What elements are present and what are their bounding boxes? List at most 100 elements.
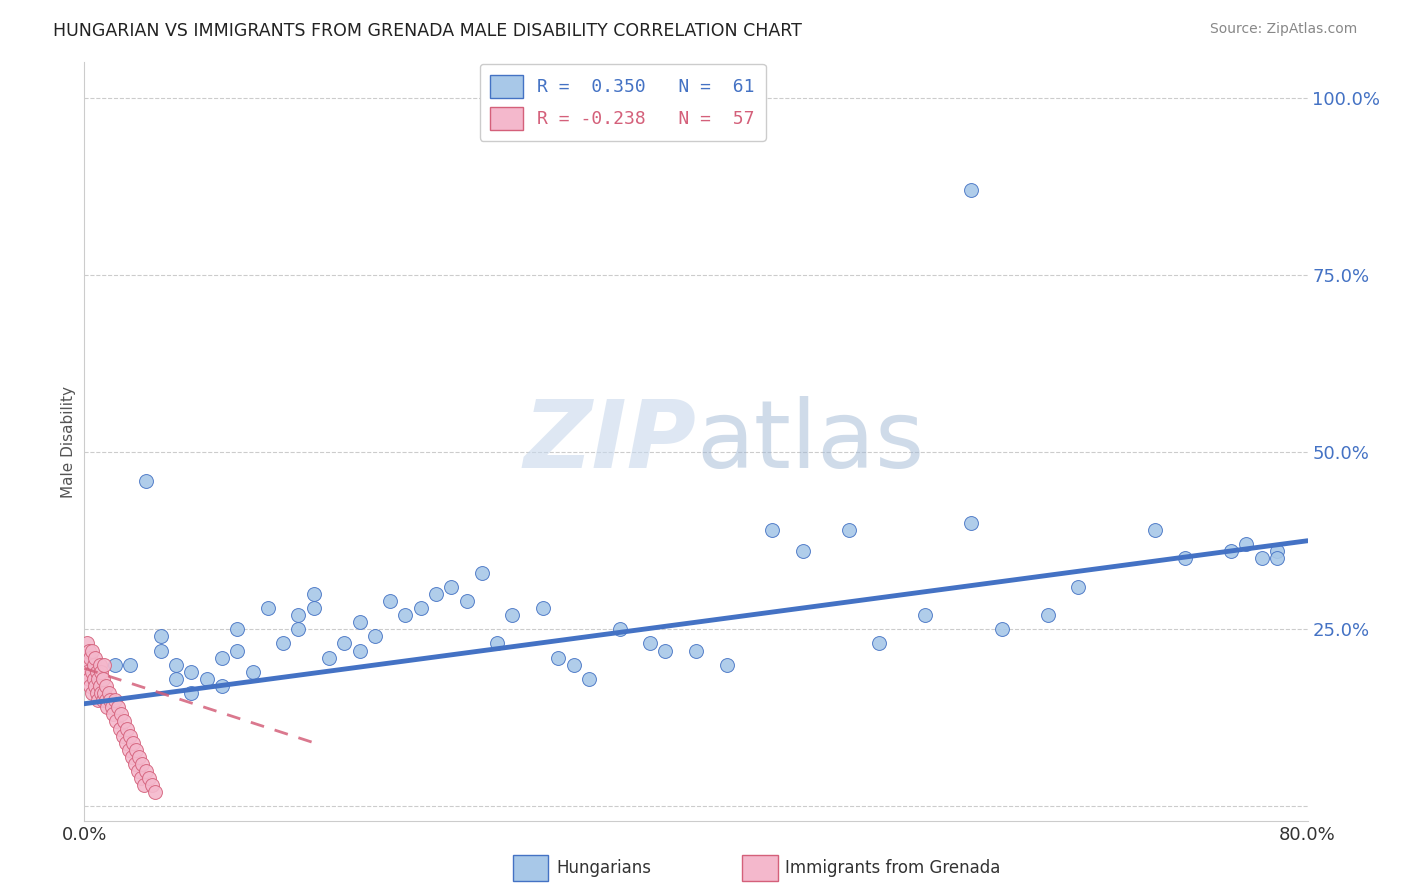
Point xyxy=(271,636,294,650)
Text: HUNGARIAN VS IMMIGRANTS FROM GRENADA MALE DISABILITY CORRELATION CHART: HUNGARIAN VS IMMIGRANTS FROM GRENADA MAL… xyxy=(53,22,803,40)
Point xyxy=(112,714,135,729)
Point xyxy=(80,686,103,700)
Point xyxy=(104,657,127,672)
Point xyxy=(135,474,157,488)
Point xyxy=(287,623,309,637)
Point xyxy=(120,657,142,672)
Point xyxy=(128,750,150,764)
Point xyxy=(107,700,129,714)
Point xyxy=(87,693,110,707)
Point xyxy=(127,764,149,778)
Point xyxy=(165,657,187,672)
Point xyxy=(118,743,141,757)
Point xyxy=(409,601,432,615)
Point xyxy=(77,672,100,686)
Point xyxy=(257,601,280,615)
Point xyxy=(425,587,447,601)
Point xyxy=(79,679,101,693)
Point xyxy=(195,672,218,686)
Point xyxy=(86,686,108,700)
Point xyxy=(211,679,233,693)
Point xyxy=(1265,544,1288,558)
Text: Source: ZipAtlas.com: Source: ZipAtlas.com xyxy=(1209,22,1357,37)
Text: atlas: atlas xyxy=(696,395,924,488)
Point xyxy=(364,629,387,643)
Point xyxy=(914,608,936,623)
Point xyxy=(638,636,661,650)
Point xyxy=(89,657,111,672)
Point xyxy=(716,657,738,672)
Text: ZIP: ZIP xyxy=(523,395,696,488)
Point xyxy=(115,722,138,736)
Point xyxy=(302,601,325,615)
Point xyxy=(761,523,783,537)
Point xyxy=(122,736,145,750)
Point xyxy=(578,672,600,686)
Point xyxy=(531,601,554,615)
Point xyxy=(471,566,494,580)
Point xyxy=(111,729,134,743)
Point xyxy=(486,636,509,650)
Point xyxy=(76,665,98,679)
Point xyxy=(75,657,97,672)
Point xyxy=(84,650,107,665)
Point xyxy=(129,771,152,785)
Point xyxy=(90,686,112,700)
Point xyxy=(124,756,146,771)
Point xyxy=(960,183,983,197)
Y-axis label: Male Disability: Male Disability xyxy=(60,385,76,498)
Point xyxy=(83,657,105,672)
Text: Immigrants from Grenada: Immigrants from Grenada xyxy=(785,859,1000,877)
Point xyxy=(80,665,103,679)
Point xyxy=(226,623,249,637)
Point xyxy=(287,608,309,623)
Point xyxy=(1236,537,1258,551)
Point xyxy=(125,743,148,757)
Point xyxy=(547,650,569,665)
Point xyxy=(242,665,264,679)
Point xyxy=(180,665,202,679)
Point xyxy=(94,693,117,707)
Point xyxy=(101,700,124,714)
Point xyxy=(991,623,1014,637)
Point xyxy=(79,650,101,665)
Point xyxy=(685,643,707,657)
Point xyxy=(149,643,172,657)
Point xyxy=(89,679,111,693)
Point xyxy=(84,679,107,693)
Point xyxy=(349,615,371,630)
Point xyxy=(333,636,356,650)
Point xyxy=(141,778,163,792)
Point xyxy=(456,594,478,608)
Point xyxy=(960,516,983,530)
Point xyxy=(135,764,157,778)
Point xyxy=(143,785,166,799)
Point xyxy=(76,636,98,650)
Point xyxy=(394,608,416,623)
Point xyxy=(149,629,172,643)
Point xyxy=(97,686,120,700)
Point xyxy=(94,679,117,693)
Point xyxy=(562,657,585,672)
Point xyxy=(98,693,121,707)
Point xyxy=(103,707,125,722)
Point xyxy=(869,636,891,650)
Point xyxy=(131,756,153,771)
Point xyxy=(114,736,136,750)
Point xyxy=(792,544,814,558)
Point xyxy=(609,623,631,637)
Point xyxy=(302,587,325,601)
Point xyxy=(1220,544,1243,558)
Legend: R =  0.350   N =  61, R = -0.238   N =  57: R = 0.350 N = 61, R = -0.238 N = 57 xyxy=(479,64,766,141)
Point xyxy=(440,580,463,594)
Point xyxy=(108,722,131,736)
Point xyxy=(1143,523,1166,537)
Point xyxy=(86,665,108,679)
Point xyxy=(211,650,233,665)
Point xyxy=(180,686,202,700)
Point xyxy=(226,643,249,657)
Point xyxy=(1067,580,1090,594)
Text: Hungarians: Hungarians xyxy=(557,859,652,877)
Point xyxy=(121,750,143,764)
Point xyxy=(105,714,128,729)
